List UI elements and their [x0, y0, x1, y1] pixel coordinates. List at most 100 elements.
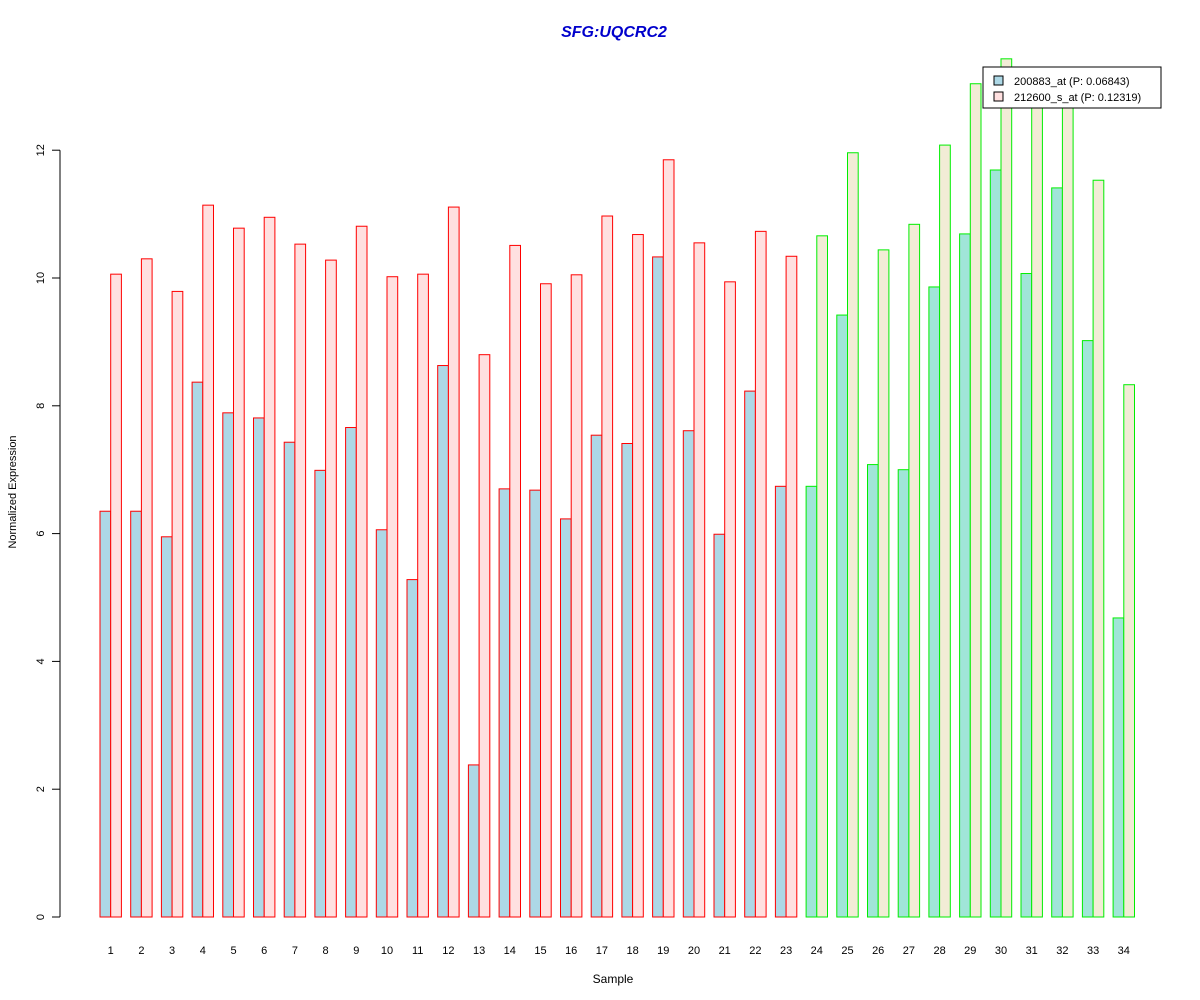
x-tick-label: 23: [780, 945, 792, 957]
x-tick-label: 24: [811, 945, 823, 957]
x-tick-label: 21: [719, 945, 731, 957]
x-tick-label: 28: [933, 945, 945, 957]
bar-200883-at: [375, 529, 388, 918]
x-tick-label: 1: [108, 945, 114, 957]
bar-200883-at: [652, 256, 664, 918]
x-tick-label: 3: [169, 945, 175, 957]
bar-212600-s-at: [724, 281, 736, 918]
legend-swatch: [993, 91, 1004, 102]
bar-212600-s-at: [969, 83, 982, 918]
x-tick-labels: 1 2 3 4 5 6 7 8 9 10 11 12 13 14 15 16 17 18 19 20 21 22 23 24 2…: [108, 945, 1130, 957]
bar-200883-at: [283, 441, 296, 918]
x-tick-label: 34: [1118, 945, 1130, 957]
legend-swatch: [993, 75, 1004, 86]
bar-212600-s-at: [140, 258, 153, 918]
bar-200883-at: [191, 381, 204, 918]
y-tick-label: 4: [35, 658, 47, 664]
bar-212600-s-at: [785, 255, 798, 918]
bar-212600-s-at: [816, 235, 828, 918]
bar-200883-at: [99, 510, 112, 918]
bar-212600-s-at: [1031, 98, 1043, 918]
x-tick-label: 4: [200, 945, 206, 957]
bar-212600-s-at: [1000, 58, 1013, 918]
chart-title: SFG:UQCRC2: [561, 24, 667, 41]
bar-212600-s-at: [632, 234, 644, 918]
x-tick-label: 27: [903, 945, 915, 957]
bar-212600-s-at: [509, 244, 521, 918]
bar-200883-at: [406, 579, 419, 918]
y-tick-label: 12: [35, 144, 47, 156]
y-tick-label: 10: [35, 272, 47, 284]
bar-200883-at: [713, 533, 726, 918]
bar-212600-s-at: [877, 249, 890, 918]
x-tick-label: 6: [261, 945, 267, 957]
x-tick-label: 11: [412, 945, 423, 957]
bars-group: [99, 58, 1136, 918]
bar-212600-s-at: [294, 243, 307, 918]
bar-200883-at: [467, 764, 480, 918]
x-tick-label: 26: [872, 945, 884, 957]
x-tick-label: 14: [504, 945, 516, 957]
legend-label: 212600_s_at (P: 0.12319): [1014, 92, 1141, 104]
bar-212600-s-at: [233, 227, 245, 918]
bar-200883-at: [253, 417, 265, 918]
bar-200883-at: [590, 434, 603, 918]
bar-212600-s-at: [1092, 179, 1105, 918]
bar-200883-at: [1081, 340, 1094, 918]
bar-200883-at: [437, 365, 449, 918]
bar-200883-at: [130, 510, 142, 918]
x-tick-label: 13: [473, 945, 485, 957]
x-tick-label: 5: [230, 945, 236, 957]
bar-212600-s-at: [662, 159, 675, 918]
x-tick-label: 32: [1056, 945, 1068, 957]
x-tick-label: 17: [596, 945, 608, 957]
bar-212600-s-at: [939, 144, 951, 918]
bar-212600-s-at: [202, 204, 215, 918]
bar-212600-s-at: [847, 152, 859, 918]
bar-200883-at: [529, 489, 541, 918]
x-tick-label: 2: [138, 945, 144, 957]
legend-label: 200883_at (P: 0.06843): [1014, 76, 1130, 88]
bar-212600-s-at: [693, 242, 706, 918]
bar-200883-at: [1020, 273, 1033, 918]
bar-200883-at: [160, 536, 173, 918]
bar-212600-s-at: [355, 225, 368, 918]
bar-212600-s-at: [540, 283, 552, 918]
y-tick-label: 0: [35, 914, 47, 920]
bar-200883-at: [345, 427, 357, 918]
bar-200883-at: [959, 233, 971, 918]
y-tick-label: 2: [35, 786, 47, 792]
x-tick-label: 9: [353, 945, 359, 957]
x-tick-label: 20: [688, 945, 700, 957]
bar-200883-at: [989, 169, 1002, 918]
x-tick-label: 33: [1087, 945, 1099, 957]
bar-200883-at: [1112, 617, 1125, 918]
x-axis-label: Sample: [593, 972, 634, 986]
x-tick-label: 12: [442, 945, 454, 957]
x-tick-label: 30: [995, 945, 1007, 957]
y-axis-label: Normalized Expression: [7, 435, 19, 548]
bar-200883-at: [1051, 187, 1063, 918]
x-tick-label: 31: [1026, 945, 1038, 957]
x-tick-label: 18: [626, 945, 638, 957]
legend-box: [982, 66, 1162, 109]
bar-212600-s-at: [570, 274, 583, 918]
bar-212600-s-at: [386, 276, 399, 918]
bar-212600-s-at: [417, 273, 429, 918]
x-tick-label: 25: [841, 945, 853, 957]
x-tick-label: 29: [964, 945, 976, 957]
x-tick-label: 7: [292, 945, 298, 957]
x-tick-label: 22: [749, 945, 761, 957]
bar-212600-s-at: [447, 206, 460, 918]
bar-200883-at: [744, 390, 756, 918]
bar-212600-s-at: [171, 290, 184, 918]
x-tick-label: 16: [565, 945, 577, 957]
bar-200883-at: [805, 485, 818, 918]
x-tick-label: 19: [657, 945, 669, 957]
legend: 200883_at (P: 0.06843) 212600_s_at (P: 0.…: [982, 66, 1162, 109]
bar-212600-s-at: [263, 216, 276, 918]
bar-200883-at: [928, 286, 941, 918]
bar-212600-s-at: [1061, 94, 1074, 918]
bar-200883-at: [836, 314, 848, 918]
